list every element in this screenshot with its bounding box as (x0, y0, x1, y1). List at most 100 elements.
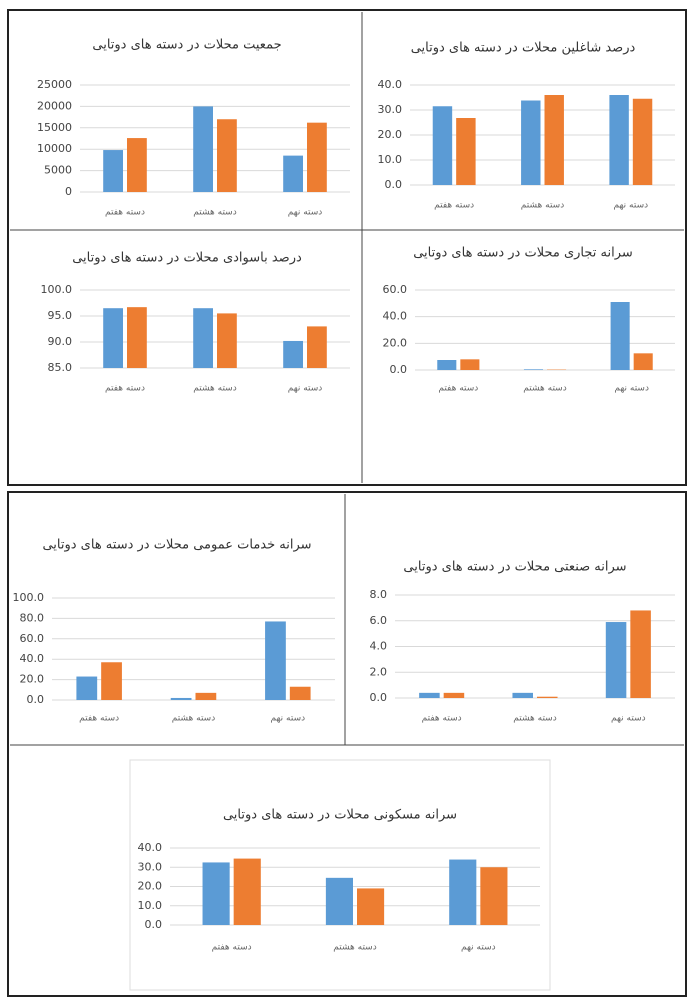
bar (449, 859, 477, 925)
bar (103, 308, 123, 368)
x-tick-label: دسته هفتم (422, 714, 462, 724)
y-tick-label: 0.0 (390, 363, 408, 376)
y-tick-label: 20.0 (378, 128, 403, 141)
y-tick-label: 10.0 (138, 899, 163, 912)
y-tick-label: 20000 (37, 99, 72, 112)
bar (307, 122, 327, 192)
bar (170, 697, 192, 700)
x-tick-label: دسته نهم (614, 201, 649, 211)
bar (283, 340, 303, 368)
bar (193, 308, 213, 368)
y-tick-label: 30.0 (378, 103, 403, 116)
x-tick-label: دسته هفتم (212, 943, 252, 953)
chart-title: سرانه صنعتی محلات در دسته های دوتایی (403, 560, 626, 575)
bar (523, 369, 543, 370)
y-tick-label: 85.0 (48, 361, 73, 374)
bar (456, 118, 476, 185)
y-tick-label: 8.0 (370, 588, 388, 601)
y-tick-label: 15000 (37, 121, 72, 134)
x-tick-label: دسته هشتم (513, 714, 556, 724)
y-tick-label: 60.0 (20, 632, 45, 645)
bar (283, 155, 303, 192)
y-tick-label: 20.0 (383, 336, 408, 349)
x-tick-label: دسته هفتم (105, 208, 145, 218)
y-tick-label: 80.0 (20, 611, 45, 624)
x-tick-label: دسته هفتم (105, 384, 145, 394)
y-tick-label: 0.0 (370, 691, 388, 704)
x-tick-label: دسته هفتم (79, 714, 119, 724)
bar (217, 313, 237, 368)
bar (437, 360, 457, 370)
bar (195, 692, 217, 700)
bar (307, 326, 327, 368)
x-tick-label: دسته نهم (288, 208, 323, 218)
bar (443, 692, 465, 698)
chart-title: درصد باسوادی محلات در دسته های دوتایی (72, 251, 302, 266)
x-tick-label: دسته هشتم (172, 714, 215, 724)
chart-title: درصد شاغلین محلات در دسته های دوتایی (411, 41, 636, 56)
bar (325, 877, 353, 925)
bar (544, 95, 564, 185)
bar (537, 696, 558, 698)
bar (101, 662, 122, 700)
bar (127, 138, 147, 192)
x-tick-label: دسته نهم (611, 714, 646, 724)
bar (76, 676, 98, 700)
chart-title: جمعیت محلات در دسته های دوتایی (92, 38, 281, 53)
bar (233, 858, 261, 925)
y-tick-label: 20.0 (138, 880, 163, 893)
bar (605, 622, 627, 698)
bar (419, 692, 440, 698)
y-tick-label: 2.0 (370, 665, 388, 678)
bar (609, 95, 629, 185)
y-tick-label: 90.0 (48, 335, 73, 348)
y-tick-label: 6.0 (370, 614, 388, 627)
bar (193, 106, 213, 192)
bar (460, 359, 480, 370)
x-tick-label: دسته هفتم (434, 201, 474, 211)
bar (632, 98, 653, 185)
y-tick-label: 60.0 (383, 283, 408, 296)
y-tick-label: 25000 (37, 78, 72, 91)
chart-border (129, 759, 551, 991)
y-tick-label: 100.0 (13, 591, 45, 604)
bar (357, 888, 385, 925)
chart-title: سرانه تجاری محلات در دسته های دوتایی (413, 246, 633, 261)
y-tick-label: 0.0 (385, 178, 403, 191)
x-tick-label: دسته هشتم (333, 943, 376, 953)
bar (480, 867, 508, 925)
x-tick-label: دسته نهم (614, 384, 649, 394)
y-tick-label: 5000 (44, 164, 72, 177)
x-tick-label: دسته هشتم (521, 201, 564, 211)
y-tick-label: 0 (65, 185, 72, 198)
x-tick-label: دسته نهم (461, 943, 496, 953)
frame (7, 491, 687, 997)
bar (633, 353, 653, 370)
bar (127, 307, 147, 368)
x-tick-label: دسته هشتم (193, 208, 236, 218)
chart-title: سرانه خدمات عمومی محلات در دسته های دوتا… (42, 538, 311, 553)
x-tick-label: دسته هفتم (438, 384, 478, 394)
y-tick-label: 0.0 (27, 693, 45, 706)
y-tick-label: 40.0 (378, 78, 403, 91)
bar (512, 692, 533, 698)
y-tick-label: 30.0 (138, 860, 163, 873)
bar (630, 610, 651, 698)
frame (7, 9, 687, 486)
bar (289, 686, 311, 700)
x-tick-label: دسته هشتم (523, 384, 566, 394)
y-tick-label: 40.0 (138, 841, 163, 854)
x-tick-label: دسته هشتم (193, 384, 236, 394)
bar (265, 621, 286, 700)
y-tick-label: 40.0 (20, 652, 45, 665)
y-tick-label: 10000 (37, 142, 72, 155)
bar (521, 100, 541, 185)
y-tick-label: 10.0 (378, 153, 403, 166)
bar (202, 862, 230, 925)
bar (432, 106, 453, 185)
y-tick-label: 4.0 (370, 640, 388, 653)
y-tick-label: 95.0 (48, 309, 73, 322)
bar (103, 150, 123, 192)
